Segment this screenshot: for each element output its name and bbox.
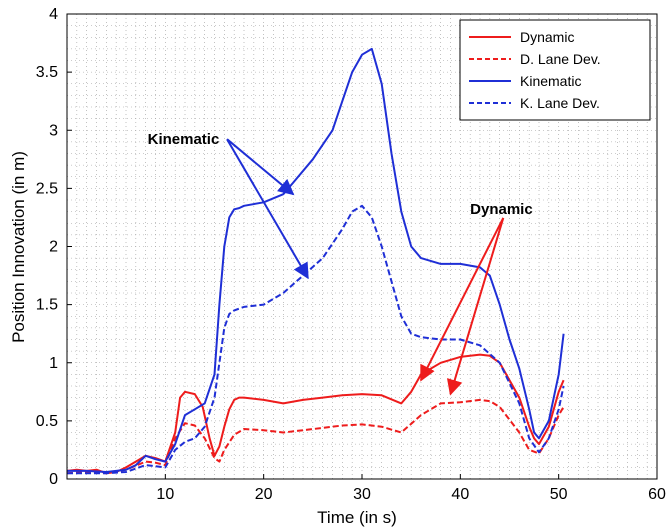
y-tick-label: 2.5 (36, 180, 58, 197)
y-tick-label: 0 (49, 471, 58, 488)
annotation-arrow-1-0 (420, 217, 505, 382)
y-tick-label: 4 (49, 6, 58, 23)
x-tick-label: 10 (156, 486, 174, 503)
y-tick-label: 2 (49, 239, 58, 256)
y-tick-label: 1 (49, 355, 58, 372)
legend: Dynamic D. Lane Dev. Kinematic K. Lane Dev. (459, 19, 651, 121)
annotation-arrow-0-0 (226, 138, 295, 196)
annotation-label-1: Dynamic (470, 201, 533, 218)
x-axis-label: Time (in s) (317, 508, 397, 527)
legend-label-1: D. Lane Dev. (520, 51, 601, 67)
axis-ticks: 10 20 30 40 50 60 0 0.5 1 1.5 2 2.5 3 3.5 4 (36, 6, 666, 503)
x-tick-label: 60 (648, 486, 666, 503)
y-tick-label: 1.5 (36, 297, 58, 314)
legend-label-3: K. Lane Dev. (520, 95, 600, 111)
x-tick-label: 50 (550, 486, 568, 503)
annotation-layer: Kinematic Dynamic (148, 131, 533, 396)
series-line-1 (66, 398, 565, 475)
x-tick-label: 20 (255, 486, 273, 503)
y-axis-label: Position Innovation (in m) (9, 151, 28, 343)
y-tick-label: 3 (49, 122, 58, 139)
annotation-arrow-0-1 (226, 138, 309, 280)
y-tick-label: 3.5 (36, 64, 58, 81)
series-line-2 (67, 47, 565, 473)
legend-label-0: Dynamic (520, 29, 574, 45)
x-tick-label: 40 (451, 486, 469, 503)
series-line-3 (67, 204, 565, 475)
annotation-arrow-1-1 (446, 217, 505, 396)
annotation-label-0: Kinematic (148, 131, 220, 148)
legend-label-2: Kinematic (520, 73, 581, 89)
series-layer (66, 47, 565, 475)
x-tick-label: 30 (353, 486, 371, 503)
y-tick-label: 0.5 (36, 413, 58, 430)
